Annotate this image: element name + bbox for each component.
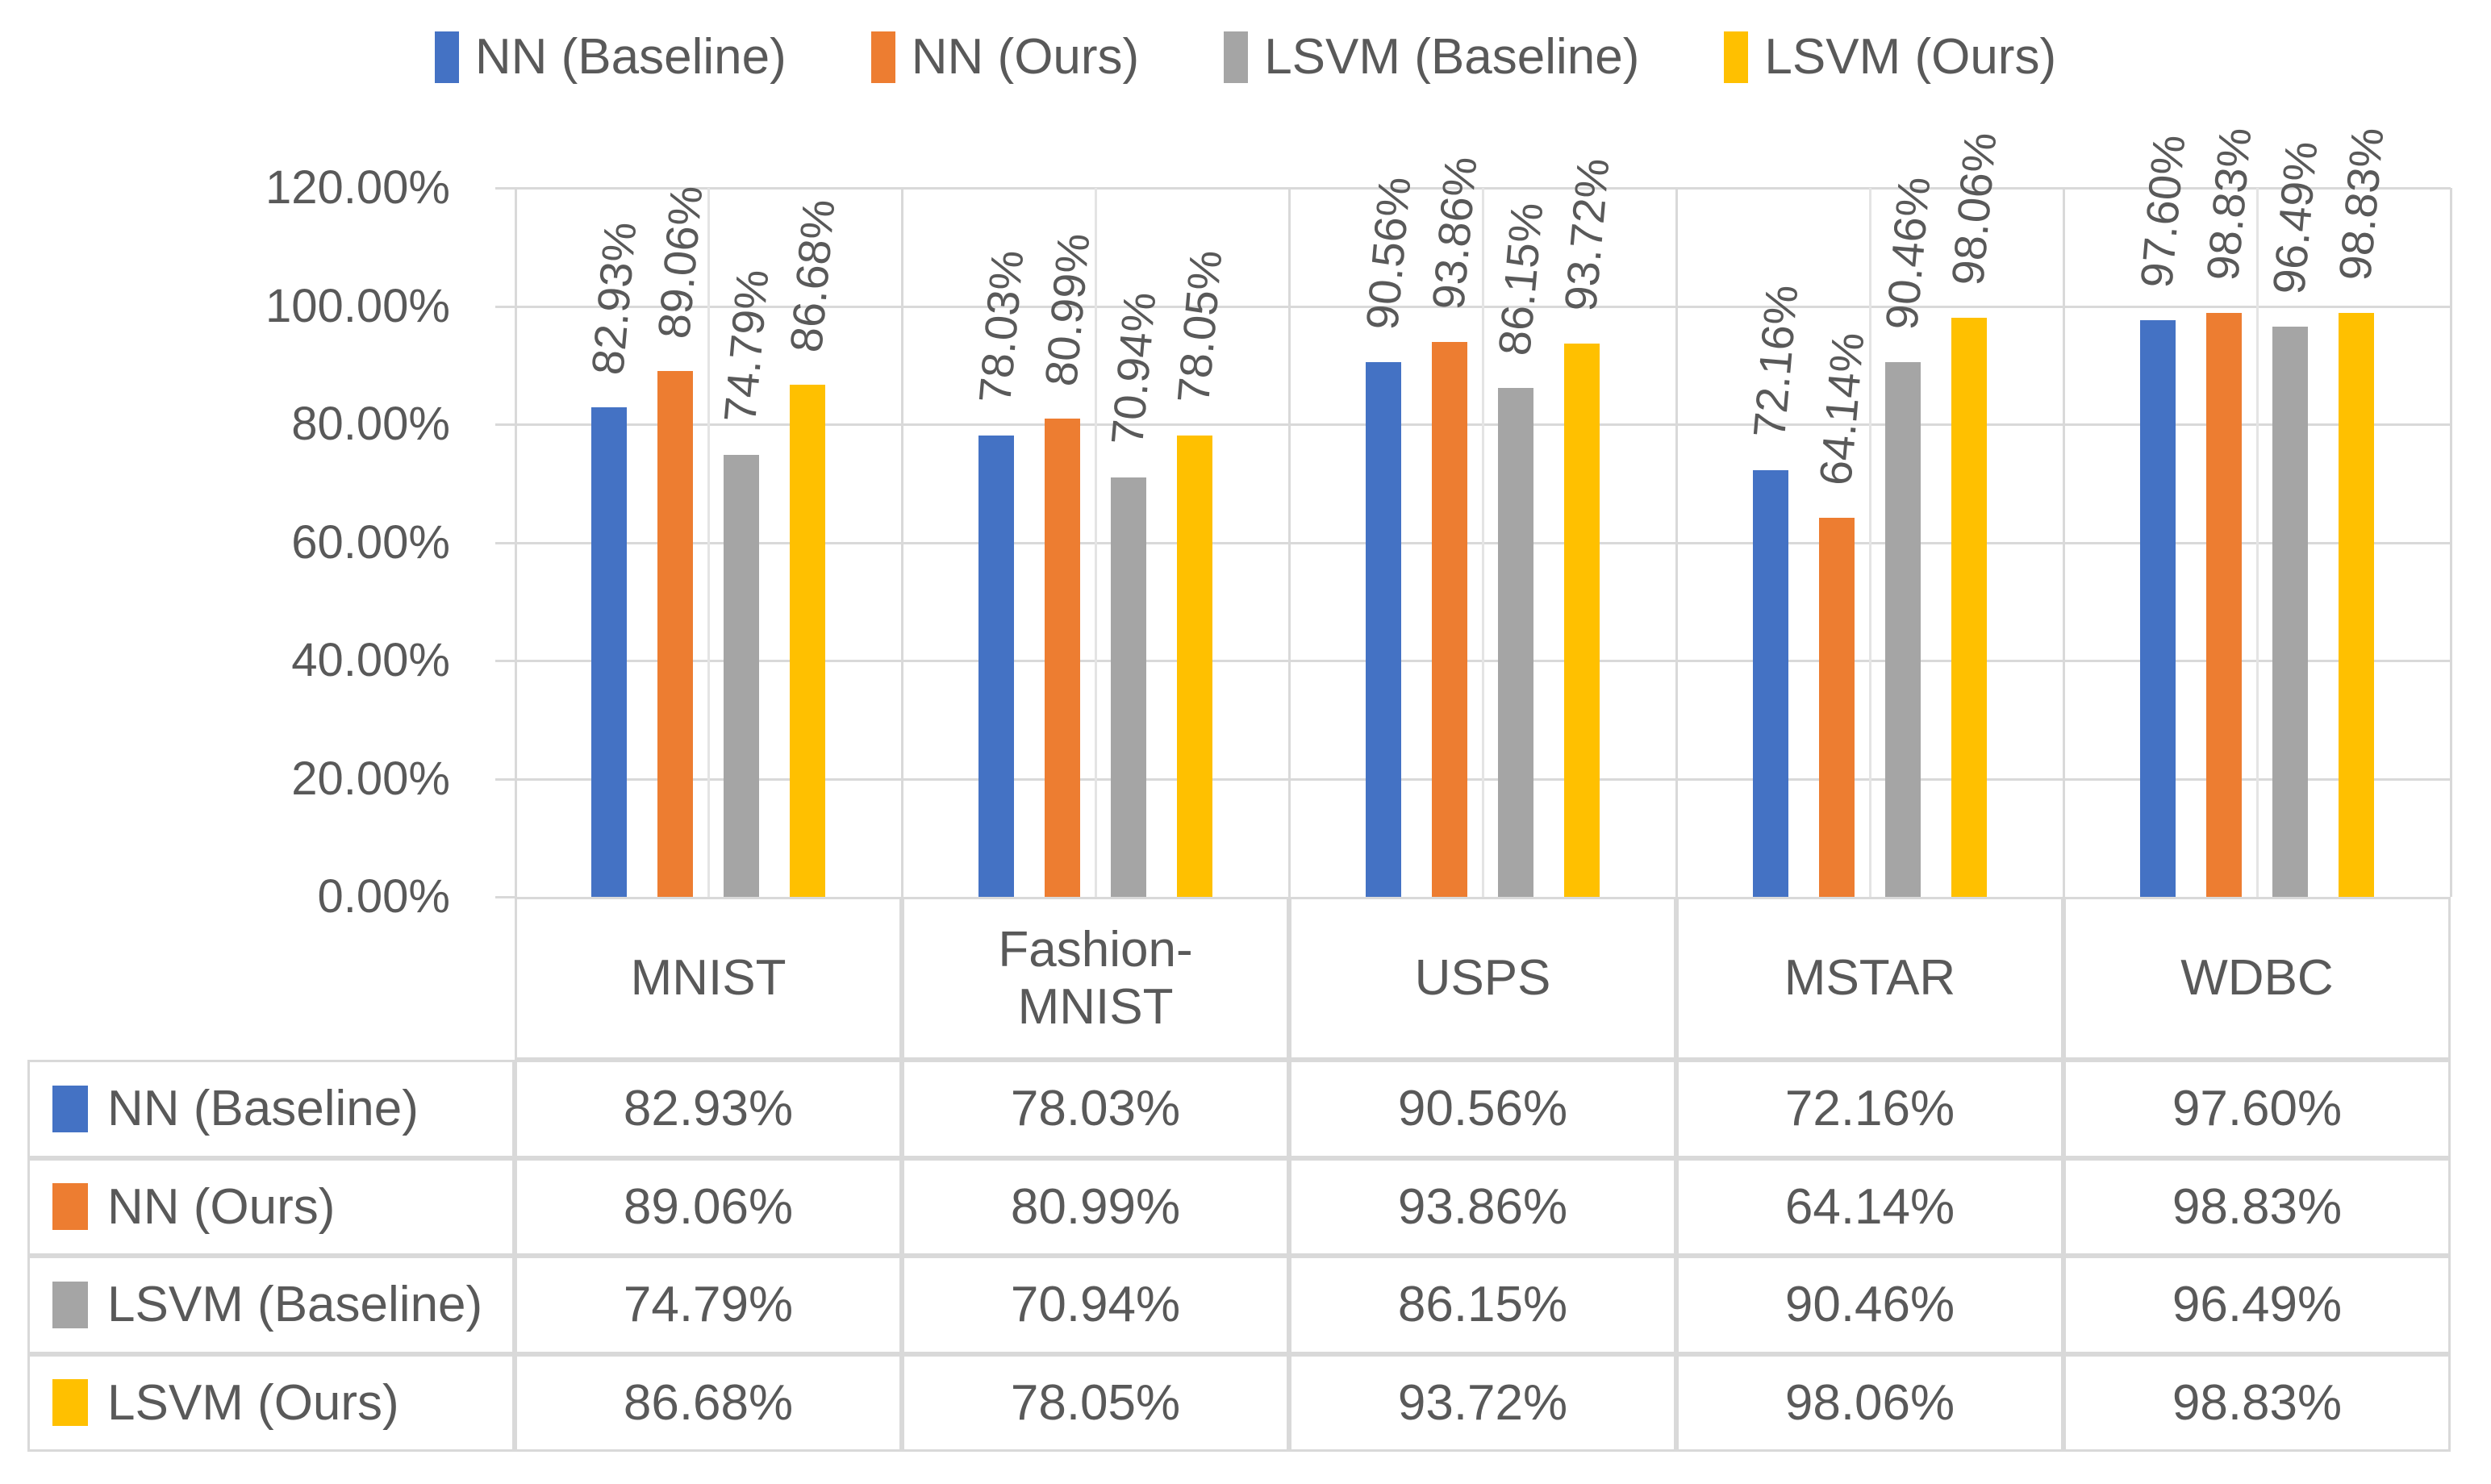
gridline-vertical xyxy=(1288,188,1291,897)
bar xyxy=(1564,344,1600,897)
series-row-header: LSVM (Ours) xyxy=(27,1353,515,1452)
series-row-label: LSVM (Ours) xyxy=(107,1374,399,1431)
bar xyxy=(978,436,1014,897)
legend-item: NN (Ours) xyxy=(870,29,1140,85)
table-value-cell: 89.06% xyxy=(515,1157,902,1256)
legend-swatch-icon xyxy=(1724,31,1749,83)
legend-item-label: LSVM (Baseline) xyxy=(1264,29,1640,85)
bar xyxy=(1885,362,1921,897)
table-value-cell: 78.03% xyxy=(902,1060,1289,1158)
legend-swatch-icon xyxy=(1224,31,1249,83)
y-axis-tick xyxy=(495,187,516,190)
bar xyxy=(657,371,693,897)
y-axis-tick-label: 120.00% xyxy=(265,161,450,214)
y-axis-tick xyxy=(495,896,516,898)
bar xyxy=(1951,318,1987,897)
bar xyxy=(1111,477,1146,897)
series-row-header: LSVM (Baseline) xyxy=(27,1256,515,1354)
y-axis-tick xyxy=(495,541,516,544)
gridline-vertical xyxy=(2450,188,2452,897)
bar xyxy=(2272,327,2308,897)
legend-swatch-icon xyxy=(870,31,895,83)
y-axis-tick xyxy=(495,777,516,781)
y-axis-tick-label: 60.00% xyxy=(291,515,450,569)
y-axis-tick xyxy=(495,305,516,308)
series-row-label: NN (Baseline) xyxy=(107,1081,419,1137)
series-row-header: NN (Baseline) xyxy=(27,1060,515,1158)
y-axis-tick xyxy=(495,423,516,426)
table-value-cell: 72.16% xyxy=(1676,1060,2063,1158)
table-value-cell: 96.49% xyxy=(2063,1256,2451,1354)
table-value-cell: 86.15% xyxy=(1289,1256,1676,1354)
series-key-icon xyxy=(52,1085,88,1132)
gridline-vertical-minor xyxy=(2256,188,2259,897)
category-header-cell: MSTAR xyxy=(1676,897,2063,1060)
y-axis-tick-label: 40.00% xyxy=(291,634,450,686)
category-header-cell: USPS xyxy=(1289,897,1676,1060)
y-axis-tick-label: 80.00% xyxy=(291,398,450,450)
bar xyxy=(591,407,627,897)
bar xyxy=(724,455,759,897)
series-key-icon xyxy=(52,1183,88,1231)
table-value-cell: 90.46% xyxy=(1676,1256,2063,1354)
series-key-icon xyxy=(52,1379,88,1427)
legend-item-label: NN (Baseline) xyxy=(474,29,787,85)
gridline-vertical xyxy=(901,188,903,897)
bar xyxy=(2140,320,2176,897)
table-value-cell: 97.60% xyxy=(2063,1060,2451,1158)
bar xyxy=(1498,388,1533,897)
chart-legend: NN (Baseline) NN (Ours) LSVM (Baseline) LSV… xyxy=(0,21,2491,94)
y-axis-tick xyxy=(495,660,516,662)
gridline-vertical-minor xyxy=(1095,188,1097,897)
table-value-cell: 78.05% xyxy=(902,1353,1289,1452)
bar xyxy=(1045,419,1080,897)
series-row-header: NN (Ours) xyxy=(27,1157,515,1256)
table-value-cell: 98.06% xyxy=(1676,1353,2063,1452)
bar xyxy=(2206,313,2242,897)
table-value-cell: 86.68% xyxy=(515,1353,902,1452)
gridline-vertical-minor xyxy=(1869,188,1871,897)
legend-item: LSVM (Ours) xyxy=(1724,31,2056,83)
table-value-cell: 74.79% xyxy=(515,1256,902,1354)
category-header-cell: Fashion-MNIST xyxy=(902,897,1289,1060)
series-row-label: LSVM (Baseline) xyxy=(107,1277,483,1333)
bar xyxy=(1432,342,1467,897)
table-value-cell: 93.72% xyxy=(1289,1353,1676,1452)
table-value-cell: 64.14% xyxy=(1676,1157,2063,1256)
y-axis-tick-label: 100.00% xyxy=(265,279,450,332)
legend-item-label: NN (Ours) xyxy=(911,29,1140,85)
category-header-cell: WDBC xyxy=(2063,897,2451,1060)
y-axis-tick-label: 20.00% xyxy=(291,752,450,805)
table-value-cell: 70.94% xyxy=(902,1256,1289,1354)
bar xyxy=(1819,518,1855,897)
table-value-cell: 93.86% xyxy=(1289,1157,1676,1256)
legend-item: NN (Baseline) xyxy=(434,29,787,85)
legend-item: LSVM (Baseline) xyxy=(1224,31,1639,83)
gridline-vertical xyxy=(2063,188,2065,897)
gridline-vertical xyxy=(1675,188,1678,897)
table-value-cell: 90.56% xyxy=(1289,1060,1676,1158)
bar xyxy=(1753,470,1788,897)
table-value-cell: 82.93% xyxy=(515,1060,902,1158)
y-axis-line xyxy=(515,188,517,897)
category-header-cell: MNIST xyxy=(515,897,902,1060)
bar xyxy=(2339,313,2374,897)
gridline-vertical-minor xyxy=(707,188,710,897)
legend-item-label: LSVM (Ours) xyxy=(1764,29,2057,85)
bar xyxy=(790,385,825,897)
series-key-icon xyxy=(52,1281,88,1328)
gridline-vertical-minor xyxy=(1482,188,1484,897)
y-axis-tick-label: 0.00% xyxy=(317,870,450,923)
table-value-cell: 98.83% xyxy=(2063,1157,2451,1256)
legend-swatch-icon xyxy=(434,31,459,83)
table-value-cell: 98.83% xyxy=(2063,1353,2451,1452)
series-row-label: NN (Ours) xyxy=(107,1178,336,1235)
bar xyxy=(1366,362,1401,897)
bar xyxy=(1177,436,1212,897)
table-value-cell: 80.99% xyxy=(902,1157,1289,1256)
